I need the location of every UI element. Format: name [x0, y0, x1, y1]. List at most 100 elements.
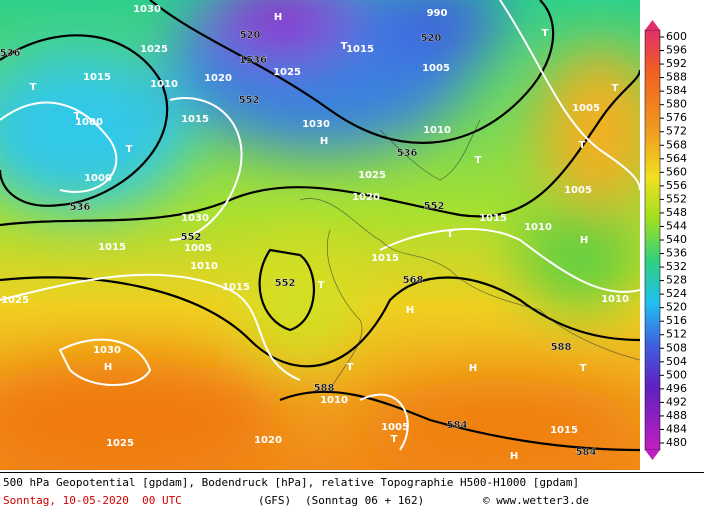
colorbar-label: 572 — [666, 125, 687, 138]
map-label: 1015 — [181, 114, 209, 125]
colorbar-label: 500 — [666, 368, 687, 381]
map-label: T — [30, 82, 37, 93]
colorbar-label: 492 — [666, 395, 687, 408]
map-label: T — [126, 144, 133, 155]
colorbar-label: 584 — [666, 84, 687, 97]
map-label: 520 — [240, 30, 261, 41]
colorbar-label: 592 — [666, 57, 687, 70]
map-label: 1025 — [273, 67, 301, 78]
colorbar-label: 580 — [666, 98, 687, 111]
map-label: 1020 — [204, 73, 232, 84]
colorbar-label: 556 — [666, 179, 687, 192]
colorbar-label: 544 — [666, 219, 687, 232]
footer-model: (GFS) — [258, 494, 292, 507]
colorbar-label: 548 — [666, 206, 687, 219]
map-label: 1030 — [133, 4, 161, 15]
map-label: 1025 — [106, 438, 134, 449]
footer-run: (Sonntag 06 + 162) — [305, 494, 425, 507]
map-label: 1000 — [75, 117, 103, 128]
map-label: T — [341, 41, 348, 52]
map-label: T — [74, 111, 81, 122]
colorbar-label: 480 — [666, 436, 687, 449]
colorbar-label: 504 — [666, 355, 687, 368]
colorbar-cap — [645, 20, 660, 30]
map-label: 990 — [427, 8, 448, 19]
map-label: 588 — [551, 342, 572, 353]
map-label: 1015 — [371, 253, 399, 264]
map-label: 1005 — [572, 103, 600, 114]
map-label: 1536 — [239, 55, 267, 66]
map-label: 1005 — [184, 243, 212, 254]
map-label: 1025 — [140, 44, 168, 55]
map-label: 1015 — [83, 72, 111, 83]
map-label: 552 — [239, 95, 260, 106]
map-label: 1010 — [320, 395, 348, 406]
map-label: 552 — [181, 232, 202, 243]
colorbar-label: 552 — [666, 192, 687, 205]
colorbar-label: 520 — [666, 301, 687, 314]
map-label: 1030 — [302, 119, 330, 130]
map-label: 1030 — [181, 213, 209, 224]
map-label: 1030 — [93, 345, 121, 356]
map-label: 568 — [403, 275, 424, 286]
map-label: T — [580, 363, 587, 374]
map-label: 1020 — [352, 192, 380, 203]
map-label: 1010 — [524, 222, 552, 233]
map-label: H — [580, 235, 588, 246]
colorbar-cap — [645, 450, 660, 460]
colorbar-label: 516 — [666, 314, 687, 327]
map-label: H — [104, 362, 112, 373]
map-label: 1005 — [422, 63, 450, 74]
colorbar-label: 532 — [666, 260, 687, 273]
map-label: T — [347, 362, 354, 373]
map-label: T — [542, 28, 549, 39]
map-label: H — [510, 451, 518, 462]
colorbar-label: 576 — [666, 111, 687, 124]
colorbar-label: 524 — [666, 287, 687, 300]
map-label: 536 — [397, 148, 418, 159]
footer: 500 hPa Geopotential [gpdam], Bodendruck… — [0, 472, 704, 514]
colorbar-label: 540 — [666, 233, 687, 246]
colorbar-label: 600 — [666, 30, 687, 43]
map-label: H — [320, 136, 328, 147]
map-label: 1015 — [98, 242, 126, 253]
map-label: T — [447, 229, 454, 240]
map-label: 1010 — [601, 294, 629, 305]
map-label: 552 — [275, 278, 296, 289]
colorbar-label: 512 — [666, 328, 687, 341]
map-label: H — [406, 305, 414, 316]
map-label: 1015 — [550, 425, 578, 436]
map-label: 1025 — [1, 295, 29, 306]
map-label: 536 — [0, 48, 20, 59]
colorbar — [644, 29, 661, 451]
map-label: 552 — [424, 201, 445, 212]
footer-date: Sonntag, 10-05-2020 00 UTC — [3, 494, 182, 507]
colorbar-label: 536 — [666, 247, 687, 260]
colorbar-label: 596 — [666, 44, 687, 57]
colorbar-label: 484 — [666, 422, 687, 435]
map-label: T — [579, 140, 586, 151]
map-background — [0, 0, 640, 470]
map-label: T — [318, 280, 325, 291]
colorbar-label: 488 — [666, 409, 687, 422]
map-label: 1015 — [346, 44, 374, 55]
map-label: 1015 — [479, 213, 507, 224]
map-label: T — [612, 83, 619, 94]
map-label: 1010 — [150, 79, 178, 90]
map-label: 1005 — [564, 185, 592, 196]
map-label: T — [391, 434, 398, 445]
map-label: 584 — [447, 420, 468, 431]
map-label: 588 — [314, 383, 335, 394]
map-label: 584 — [576, 447, 597, 458]
map-label: 1005 — [381, 422, 409, 433]
map-label: H — [469, 363, 477, 374]
colorbar-label: 564 — [666, 152, 687, 165]
map-label: 1000 — [84, 173, 112, 184]
footer-credit: © www.wetter3.de — [483, 494, 589, 507]
map-label: 1010 — [190, 261, 218, 272]
map-label: 536 — [70, 202, 91, 213]
colorbar-label: 508 — [666, 341, 687, 354]
map-label: 1020 — [254, 435, 282, 446]
